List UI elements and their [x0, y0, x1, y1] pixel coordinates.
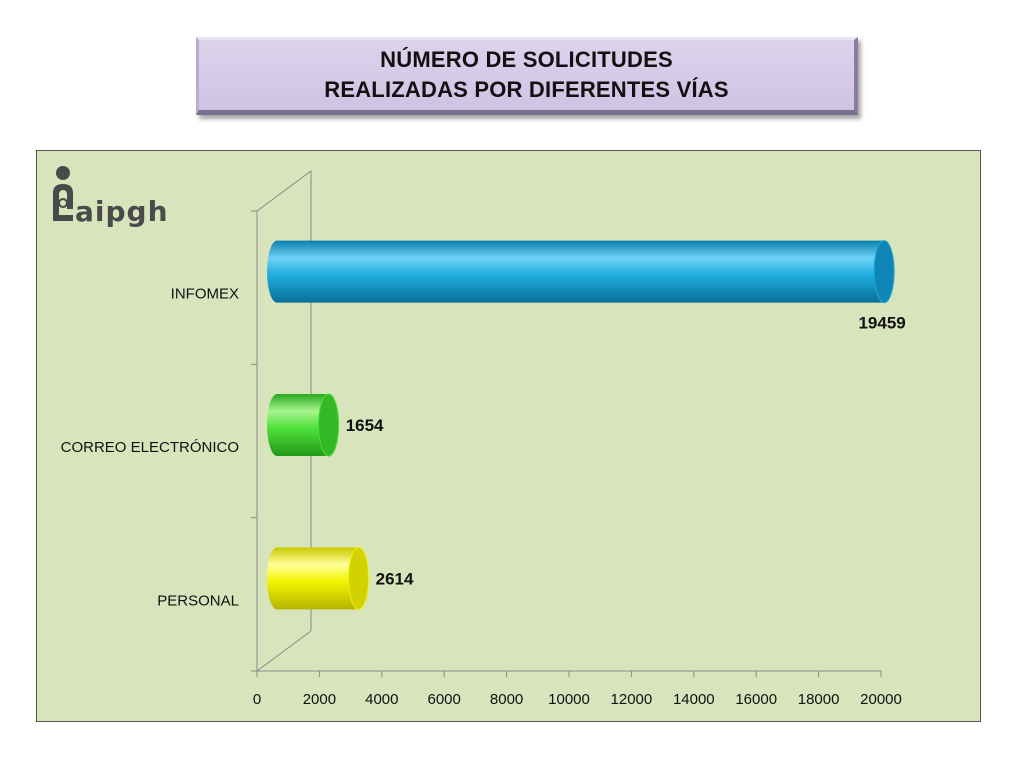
value-label: 2614 — [376, 569, 414, 588]
value-label: 1654 — [346, 416, 384, 435]
x-tick-label: 8000 — [490, 691, 523, 708]
category-label: INFOMEX — [171, 286, 239, 303]
x-tick-label: 14000 — [673, 691, 715, 708]
x-tick-label: 20000 — [860, 691, 902, 708]
bar-body — [267, 547, 369, 610]
back-wall-line — [256, 170, 312, 631]
logo-text: aipgh — [75, 195, 169, 228]
value-label: 19459 — [858, 314, 905, 333]
bar-end-cap — [873, 240, 895, 304]
logo: aipgh — [53, 166, 169, 228]
x-tick-label: 0 — [253, 691, 261, 708]
x-tick-label: 2000 — [303, 691, 336, 708]
category-label: PERSONAL — [157, 592, 239, 609]
bar-0 — [267, 240, 895, 304]
category-label: CORREO ELECTRÓNICO — [61, 439, 239, 456]
x-tick-label: 6000 — [428, 691, 461, 708]
bar-end-cap — [318, 393, 340, 457]
x-tick-label: 18000 — [798, 691, 840, 708]
title-line-1: NÚMERO DE SOLICITUDES — [380, 47, 673, 72]
bar-1 — [267, 393, 340, 457]
title-box: NÚMERO DE SOLICITUDES REALIZADAS POR DIF… — [196, 37, 858, 115]
axes: 0 2000 4000 6000 8000 10000 12000 14000 16000 180… — [251, 170, 902, 708]
bar-end-cap — [348, 546, 370, 610]
x-tick-label: 4000 — [365, 691, 398, 708]
info-i-icon — [53, 166, 73, 221]
x-tick-label: 10000 — [548, 691, 590, 708]
x-tick-label: 16000 — [735, 691, 777, 708]
floor-diagonal — [256, 630, 312, 672]
bar-body — [267, 240, 895, 303]
bar-2 — [267, 546, 370, 610]
chart-panel: aipgh 0 2000 4000 6000 8000 10000 12000 14000 16… — [36, 150, 981, 722]
bars — [267, 240, 895, 610]
bar-chart: aipgh 0 2000 4000 6000 8000 10000 12000 14000 16… — [53, 166, 906, 708]
x-tick-label: 12000 — [611, 691, 653, 708]
labels: INFOMEX 19459 CORREO ELECTRÓNICO 1654 PERSON… — [61, 286, 906, 610]
title-line-2: REALIZADAS POR DIFERENTES VÍAS — [324, 77, 729, 102]
